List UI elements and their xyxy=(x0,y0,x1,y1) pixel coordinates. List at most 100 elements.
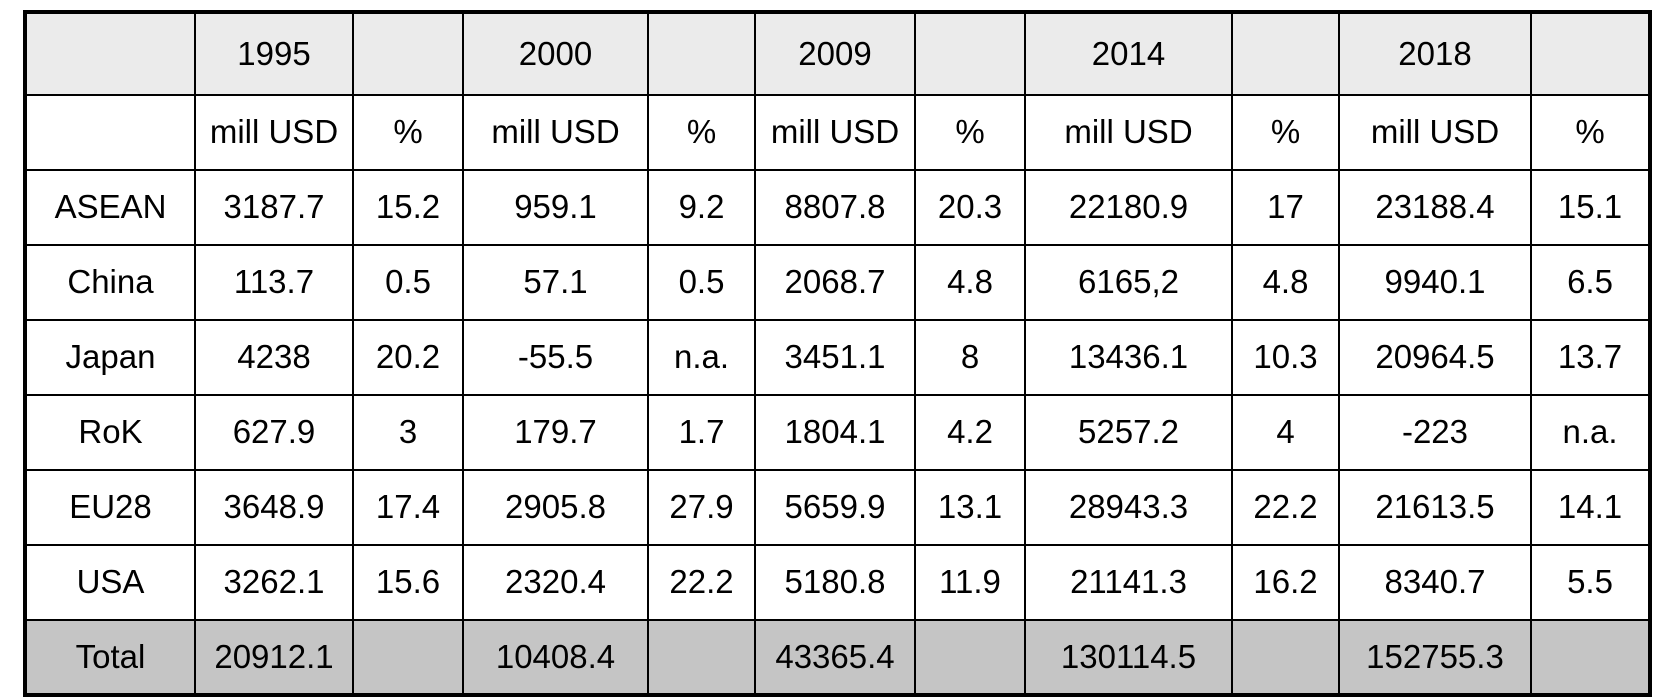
total-pct-value-cell xyxy=(647,619,756,696)
pct-value-cell: 3 xyxy=(352,394,464,471)
pct-value-cell: 4.8 xyxy=(914,244,1026,321)
musd-value-cell: 13436.1 xyxy=(1024,319,1233,396)
year-header-cell-2000: 2000 xyxy=(462,11,649,96)
unit-header-cell: mill USD xyxy=(1024,94,1233,171)
pct-value-cell: 1.7 xyxy=(647,394,756,471)
year-spacer-cell xyxy=(914,11,1026,96)
year-header-cell-1995: 1995 xyxy=(194,11,354,96)
musd-value-cell: 5659.9 xyxy=(754,469,916,546)
total-musd-value-cell: 20912.1 xyxy=(194,619,354,696)
total-musd-value-cell: 130114.5 xyxy=(1024,619,1233,696)
region-label-cell: ASEAN xyxy=(24,169,196,246)
musd-value-cell: 3451.1 xyxy=(754,319,916,396)
pct-value-cell: n.a. xyxy=(647,319,756,396)
pct-value-cell: 16.2 xyxy=(1231,544,1340,621)
year-spacer-cell xyxy=(1231,11,1340,96)
pct-value-cell: 13.1 xyxy=(914,469,1026,546)
pct-value-cell: 20.3 xyxy=(914,169,1026,246)
corner-cell xyxy=(24,11,196,96)
pct-value-cell: 10.3 xyxy=(1231,319,1340,396)
musd-value-cell: 5257.2 xyxy=(1024,394,1233,471)
pct-value-cell: 15.6 xyxy=(352,544,464,621)
musd-value-cell: 3648.9 xyxy=(194,469,354,546)
musd-value-cell: 21613.5 xyxy=(1338,469,1532,546)
year-header-cell-2009: 2009 xyxy=(754,11,916,96)
pct-value-cell: 17 xyxy=(1231,169,1340,246)
pct-value-cell: 22.2 xyxy=(647,544,756,621)
region-label-cell: USA xyxy=(24,544,196,621)
pct-value-cell: 11.9 xyxy=(914,544,1026,621)
musd-value-cell: 627.9 xyxy=(194,394,354,471)
pct-value-cell: 4 xyxy=(1231,394,1340,471)
year-header-cell-2018: 2018 xyxy=(1338,11,1532,96)
musd-value-cell: 2320.4 xyxy=(462,544,649,621)
musd-value-cell: 3262.1 xyxy=(194,544,354,621)
pct-value-cell: 15.1 xyxy=(1530,169,1651,246)
musd-value-cell: 20964.5 xyxy=(1338,319,1532,396)
unit-header-cell: mill USD xyxy=(194,94,354,171)
unit-corner-cell xyxy=(24,94,196,171)
year-spacer-cell xyxy=(647,11,756,96)
total-musd-value-cell: 152755.3 xyxy=(1338,619,1532,696)
musd-value-cell: 23188.4 xyxy=(1338,169,1532,246)
pct-value-cell: 6.5 xyxy=(1530,244,1651,321)
region-label-cell: EU28 xyxy=(24,469,196,546)
pct-value-cell: 27.9 xyxy=(647,469,756,546)
table-row: USA 3262.1 15.6 2320.4 22.2 5180.8 11.9 21141.3… xyxy=(24,544,1651,621)
musd-value-cell: 2905.8 xyxy=(462,469,649,546)
total-pct-value-cell xyxy=(352,619,464,696)
pct-header-cell: % xyxy=(352,94,464,171)
table-row: ASEAN 3187.7 15.2 959.1 9.2 8807.8 20.3 22180.9… xyxy=(24,169,1651,246)
total-label-cell: Total xyxy=(24,619,196,696)
musd-value-cell: 8340.7 xyxy=(1338,544,1532,621)
musd-value-cell: 5180.8 xyxy=(754,544,916,621)
pct-header-cell: % xyxy=(1231,94,1340,171)
fdi-by-origin-table: 1995 2000 2009 2014 2018 mill USD % mill… xyxy=(23,10,1652,697)
unit-header-row: mill USD % mill USD % mill USD % mill US… xyxy=(24,94,1651,171)
musd-value-cell: 4238 xyxy=(194,319,354,396)
table-row: China 113.7 0.5 57.1 0.5 2068.7 4.8 6165,2 4.8 99… xyxy=(24,244,1651,321)
pct-value-cell: 13.7 xyxy=(1530,319,1651,396)
year-spacer-cell xyxy=(352,11,464,96)
total-pct-value-cell xyxy=(1231,619,1340,696)
pct-value-cell: 0.5 xyxy=(352,244,464,321)
unit-header-cell: mill USD xyxy=(754,94,916,171)
table-row: EU28 3648.9 17.4 2905.8 27.9 5659.9 13.1 28943.… xyxy=(24,469,1651,546)
region-label-cell: RoK xyxy=(24,394,196,471)
musd-value-cell: 8807.8 xyxy=(754,169,916,246)
table-row: Japan 4238 20.2 -55.5 n.a. 3451.1 8 13436.1 10.3… xyxy=(24,319,1651,396)
musd-value-cell: 113.7 xyxy=(194,244,354,321)
unit-header-cell: mill USD xyxy=(1338,94,1532,171)
musd-value-cell: 959.1 xyxy=(462,169,649,246)
musd-value-cell: 179.7 xyxy=(462,394,649,471)
region-label-cell: Japan xyxy=(24,319,196,396)
total-pct-value-cell xyxy=(1530,619,1651,696)
table-row: RoK 627.9 3 179.7 1.7 1804.1 4.2 5257.2 4 -223 n.a… xyxy=(24,394,1651,471)
pct-header-cell: % xyxy=(647,94,756,171)
total-pct-value-cell xyxy=(914,619,1026,696)
pct-value-cell: 14.1 xyxy=(1530,469,1651,546)
pct-value-cell: 9.2 xyxy=(647,169,756,246)
total-row: Total 20912.1 10408.4 43365.4 130114.5 152755… xyxy=(24,619,1651,696)
musd-value-cell: 28943.3 xyxy=(1024,469,1233,546)
musd-value-cell: 57.1 xyxy=(462,244,649,321)
pct-value-cell: 15.2 xyxy=(352,169,464,246)
year-spacer-cell xyxy=(1530,11,1651,96)
pct-value-cell: 20.2 xyxy=(352,319,464,396)
musd-value-cell: 1804.1 xyxy=(754,394,916,471)
pct-value-cell: 22.2 xyxy=(1231,469,1340,546)
pct-value-cell: 8 xyxy=(914,319,1026,396)
musd-value-cell: 2068.7 xyxy=(754,244,916,321)
total-musd-value-cell: 10408.4 xyxy=(462,619,649,696)
pct-value-cell: 4.2 xyxy=(914,394,1026,471)
musd-value-cell: 22180.9 xyxy=(1024,169,1233,246)
pct-value-cell: n.a. xyxy=(1530,394,1651,471)
musd-value-cell: 21141.3 xyxy=(1024,544,1233,621)
total-musd-value-cell: 43365.4 xyxy=(754,619,916,696)
musd-value-cell: 9940.1 xyxy=(1338,244,1532,321)
pct-value-cell: 17.4 xyxy=(352,469,464,546)
year-header-cell-2014: 2014 xyxy=(1024,11,1233,96)
region-label-cell: China xyxy=(24,244,196,321)
pct-value-cell: 0.5 xyxy=(647,244,756,321)
musd-value-cell: 6165,2 xyxy=(1024,244,1233,321)
